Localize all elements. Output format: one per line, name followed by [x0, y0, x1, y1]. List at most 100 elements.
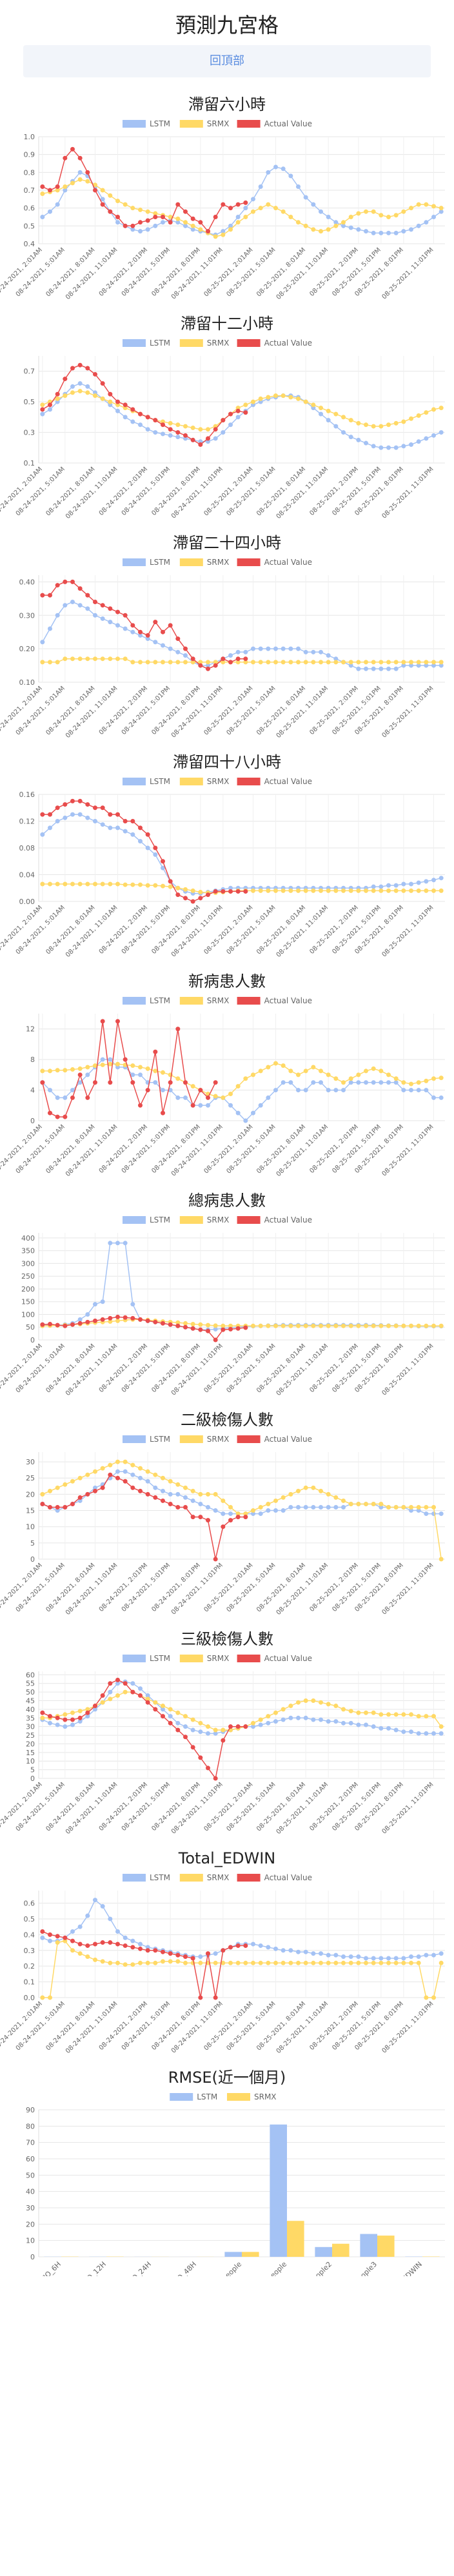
data-point-srmx[interactable] [123, 1459, 128, 1464]
data-point-actual[interactable] [228, 660, 233, 665]
data-point-srmx[interactable] [266, 395, 271, 400]
data-point-srmx[interactable] [341, 1080, 346, 1085]
data-point-lstm[interactable] [183, 653, 188, 658]
data-point-srmx[interactable] [431, 1076, 436, 1081]
data-point-lstm[interactable] [326, 653, 331, 658]
data-point-actual[interactable] [100, 1485, 105, 1490]
data-point-srmx[interactable] [409, 1960, 413, 1965]
data-point-lstm[interactable] [77, 381, 83, 386]
bar-srmx[interactable] [287, 2221, 304, 2257]
data-point-srmx[interactable] [409, 416, 413, 421]
data-point-srmx[interactable] [326, 1702, 331, 1707]
data-point-actual[interactable] [183, 646, 188, 651]
data-point-lstm[interactable] [416, 880, 421, 885]
data-point-actual[interactable] [213, 1776, 218, 1781]
data-point-lstm[interactable] [161, 431, 165, 437]
data-point-actual[interactable] [206, 229, 210, 234]
data-point-lstm[interactable] [100, 1057, 105, 1062]
data-point-actual[interactable] [243, 200, 248, 205]
data-point-lstm[interactable] [281, 1948, 286, 1953]
data-point-srmx[interactable] [100, 881, 105, 887]
data-point-lstm[interactable] [371, 444, 376, 449]
data-point-lstm[interactable] [356, 1954, 361, 1960]
data-point-lstm[interactable] [161, 643, 165, 648]
data-point-srmx[interactable] [303, 223, 308, 228]
data-point-actual[interactable] [228, 1945, 233, 1950]
data-point-actual[interactable] [70, 1322, 75, 1327]
data-point-actual[interactable] [213, 1337, 218, 1342]
data-point-srmx[interactable] [85, 656, 90, 662]
data-point-srmx[interactable] [281, 1960, 286, 1965]
data-point-lstm[interactable] [235, 415, 241, 420]
data-point-lstm[interactable] [138, 1942, 143, 1947]
data-point-srmx[interactable] [386, 1505, 391, 1510]
data-point-lstm[interactable] [161, 1488, 165, 1493]
data-point-actual[interactable] [48, 402, 52, 408]
data-point-srmx[interactable] [386, 1712, 391, 1717]
data-point-lstm[interactable] [364, 1956, 368, 1961]
data-point-srmx[interactable] [206, 660, 210, 665]
data-point-lstm[interactable] [153, 852, 158, 857]
data-point-actual[interactable] [190, 1103, 195, 1108]
data-point-lstm[interactable] [153, 430, 158, 435]
data-point-actual[interactable] [130, 1080, 135, 1085]
data-point-actual[interactable] [108, 1681, 113, 1686]
data-point-lstm[interactable] [48, 209, 52, 214]
data-point-actual[interactable] [70, 1717, 75, 1722]
data-point-srmx[interactable] [243, 402, 248, 408]
data-point-actual[interactable] [85, 802, 90, 807]
data-point-srmx[interactable] [356, 1960, 361, 1965]
data-point-srmx[interactable] [356, 888, 361, 893]
data-point-actual[interactable] [100, 805, 105, 811]
data-point-srmx[interactable] [266, 1960, 271, 1965]
data-point-srmx[interactable] [251, 399, 255, 404]
data-point-lstm[interactable] [161, 865, 165, 870]
data-point-actual[interactable] [161, 1321, 165, 1326]
data-point-srmx[interactable] [333, 1704, 339, 1709]
data-point-srmx[interactable] [175, 660, 181, 665]
data-point-srmx[interactable] [281, 1063, 286, 1068]
data-point-srmx[interactable] [63, 1712, 68, 1717]
data-point-actual[interactable] [138, 1317, 143, 1322]
data-point-lstm[interactable] [55, 1095, 60, 1100]
data-point-srmx[interactable] [77, 389, 83, 394]
data-point-actual[interactable] [77, 1715, 83, 1720]
data-point-actual[interactable] [183, 1954, 188, 1960]
data-point-lstm[interactable] [371, 1956, 376, 1961]
data-point-lstm[interactable] [228, 422, 233, 428]
data-point-lstm[interactable] [48, 1938, 52, 1943]
data-point-actual[interactable] [77, 362, 83, 368]
data-point-srmx[interactable] [281, 1707, 286, 1712]
data-point-lstm[interactable] [356, 1722, 361, 1727]
data-point-lstm[interactable] [409, 1088, 413, 1093]
data-point-actual[interactable] [93, 1080, 97, 1085]
data-point-srmx[interactable] [409, 1712, 413, 1717]
data-point-lstm[interactable] [424, 1952, 429, 1958]
data-point-srmx[interactable] [108, 1061, 113, 1067]
data-point-srmx[interactable] [333, 223, 339, 228]
data-point-actual[interactable] [40, 593, 45, 598]
data-point-srmx[interactable] [296, 660, 301, 665]
data-point-lstm[interactable] [55, 819, 60, 823]
data-point-srmx[interactable] [319, 888, 323, 893]
data-point-actual[interactable] [206, 892, 210, 898]
data-point-lstm[interactable] [77, 603, 83, 608]
data-point-lstm[interactable] [145, 427, 150, 432]
bar-srmx[interactable] [377, 2236, 395, 2257]
data-point-actual[interactable] [153, 215, 158, 219]
data-point-srmx[interactable] [326, 1072, 331, 1077]
data-point-srmx[interactable] [55, 1940, 60, 1945]
data-point-actual[interactable] [145, 832, 150, 837]
data-point-actual[interactable] [175, 1027, 181, 1032]
data-point-lstm[interactable] [115, 623, 120, 628]
data-point-srmx[interactable] [48, 660, 52, 665]
data-point-srmx[interactable] [115, 1960, 120, 1965]
data-point-srmx[interactable] [348, 418, 353, 423]
data-point-actual[interactable] [55, 1114, 60, 1119]
data-point-actual[interactable] [55, 1934, 60, 1939]
data-point-srmx[interactable] [138, 1466, 143, 1471]
data-point-lstm[interactable] [379, 666, 384, 671]
data-point-lstm[interactable] [138, 229, 143, 234]
data-point-actual[interactable] [213, 1557, 218, 1562]
data-point-lstm[interactable] [258, 1722, 263, 1727]
